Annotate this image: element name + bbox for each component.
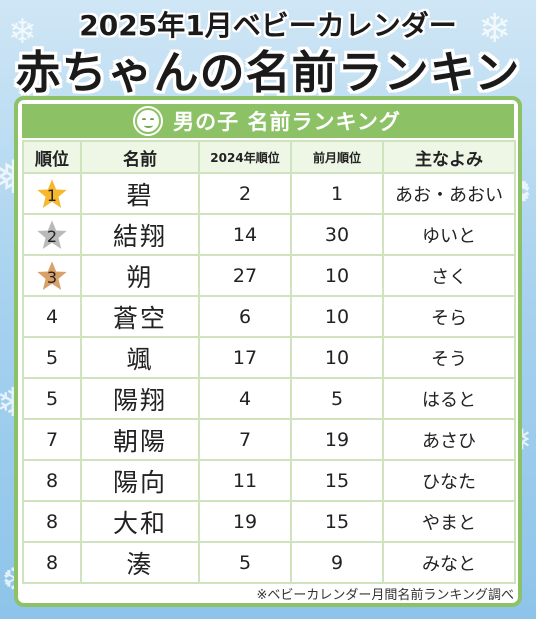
reading-cell: そら — [382, 295, 516, 338]
rank-2024-cell: 11 — [198, 459, 292, 502]
rank-number: 3 — [46, 267, 58, 287]
rank-2024-cell: 14 — [198, 213, 292, 256]
name-cell: 碧 — [80, 172, 200, 215]
prev-month-cell: 10 — [290, 336, 384, 379]
rank-2024-cell: 5 — [198, 541, 292, 584]
table-row: 8 湊 5 9 みなと — [22, 541, 516, 584]
snowflake-icon: ❄ — [8, 12, 37, 52]
reading-cell: やまと — [382, 500, 516, 543]
rank-number: 2 — [46, 226, 58, 246]
rank-cell: 5 — [22, 336, 82, 379]
table-row: 5 颯 17 10 そう — [22, 336, 516, 379]
table-row: 2 結翔 14 30 ゆいと — [22, 213, 516, 256]
table-header-row: 順位 名前 2024年順位 前月順位 主なよみ — [22, 140, 516, 174]
reading-cell: はると — [382, 377, 516, 420]
header-rank-2024: 2024年順位 — [198, 140, 292, 174]
table-row: 1 碧 2 1 あお・あおい — [22, 172, 516, 215]
page-subtitle: 2025年1月ベビーカレンダー — [79, 9, 457, 42]
name-cell: 陽向 — [80, 459, 200, 502]
prev-month-cell: 19 — [290, 418, 384, 461]
header-reading: 主なよみ — [382, 140, 516, 174]
reading-cell: あさひ — [382, 418, 516, 461]
header-rank: 順位 — [22, 140, 82, 174]
rank-number: 1 — [46, 185, 58, 205]
name-cell: 朔 — [80, 254, 200, 297]
header-prev-month: 前月順位 — [290, 140, 384, 174]
prev-month-cell: 15 — [290, 459, 384, 502]
reading-cell: みなと — [382, 541, 516, 584]
bronze-star-icon: 3 — [35, 258, 69, 293]
rank-cell: 8 — [22, 459, 82, 502]
rank-2024-cell: 6 — [198, 295, 292, 338]
rank-2024-cell: 19 — [198, 500, 292, 543]
prev-month-cell: 10 — [290, 295, 384, 338]
prev-month-cell: 9 — [290, 541, 384, 584]
name-cell: 結翔 — [80, 213, 200, 256]
prev-month-cell: 15 — [290, 500, 384, 543]
name-cell: 朝陽 — [80, 418, 200, 461]
rank-2024-cell: 7 — [198, 418, 292, 461]
table-row: 8 大和 19 15 やまと — [22, 500, 516, 543]
table-row: 7 朝陽 7 19 あさひ — [22, 418, 516, 461]
rank-2024-cell: 4 — [198, 377, 292, 420]
prev-month-cell: 1 — [290, 172, 384, 215]
smiley-face-icon — [135, 108, 162, 134]
rank-cell: 5 — [22, 377, 82, 420]
reading-cell: あお・あおい — [382, 172, 516, 215]
table-row: 5 陽翔 4 5 はると — [22, 377, 516, 420]
prev-month-cell: 5 — [290, 377, 384, 420]
panel-header: 男の子 名前ランキング — [22, 104, 514, 138]
rank-2024-cell: 27 — [198, 254, 292, 297]
snowflake-icon: ❄ — [478, 6, 512, 52]
rank-cell: 3 — [22, 254, 82, 297]
gold-star-icon: 1 — [35, 176, 69, 211]
silver-star-icon: 2 — [35, 217, 69, 252]
rank-2024-cell: 17 — [198, 336, 292, 379]
rank-cell: 8 — [22, 541, 82, 584]
header-name: 名前 — [80, 140, 200, 174]
source-note: ※ベビーカレンダー月間名前ランキング調べ — [256, 588, 514, 603]
ranking-table: 順位 名前 2024年順位 前月順位 主なよみ 1 碧 2 1 あお・あおい 2 結翔 14 3… — [22, 140, 516, 584]
panel-title: 男の子 名前ランキング — [173, 110, 401, 134]
table-row: 8 陽向 11 15 ひなた — [22, 459, 516, 502]
rank-cell: 4 — [22, 295, 82, 338]
reading-cell: ゆいと — [382, 213, 516, 256]
table-row: 4 蒼空 6 10 そら — [22, 295, 516, 338]
name-cell: 湊 — [80, 541, 200, 584]
name-cell: 陽翔 — [80, 377, 200, 420]
reading-cell: さく — [382, 254, 516, 297]
prev-month-cell: 10 — [290, 254, 384, 297]
table-row: 3 朔 27 10 さく — [22, 254, 516, 297]
reading-cell: そう — [382, 336, 516, 379]
rank-cell: 7 — [22, 418, 82, 461]
rank-2024-cell: 2 — [198, 172, 292, 215]
prev-month-cell: 30 — [290, 213, 384, 256]
rank-cell: 2 — [22, 213, 82, 256]
name-cell: 大和 — [80, 500, 200, 543]
name-cell: 颯 — [80, 336, 200, 379]
rank-cell: 1 — [22, 172, 82, 215]
name-cell: 蒼空 — [80, 295, 200, 338]
rank-cell: 8 — [22, 500, 82, 543]
reading-cell: ひなた — [382, 459, 516, 502]
